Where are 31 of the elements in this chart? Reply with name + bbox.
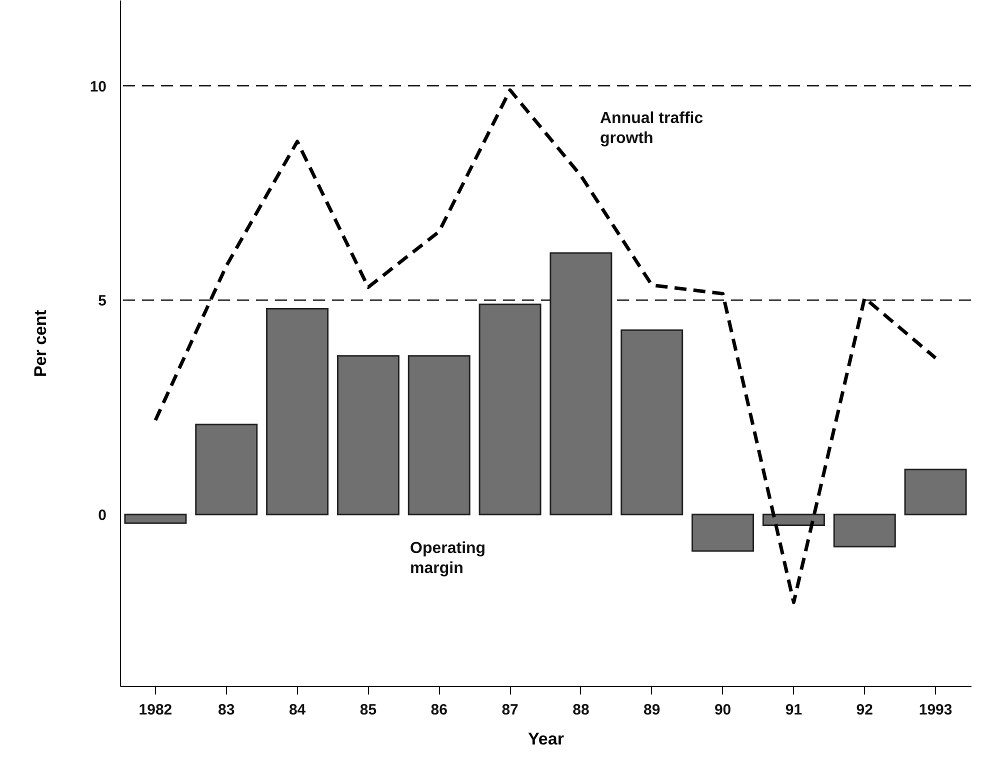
x-axis-title: Year (528, 730, 564, 748)
x-tick-label: 1982 (138, 702, 172, 718)
bar (692, 514, 754, 552)
x-tick-label: 83 (218, 702, 235, 718)
y-axis-title: Per cent (30, 310, 50, 378)
x-tick-label: 85 (360, 702, 377, 718)
x-tick-label: 90 (714, 702, 732, 718)
bar (550, 252, 612, 516)
y-tick-label: 5 (98, 292, 106, 310)
x-tick-label: 89 (644, 702, 660, 718)
bar (266, 308, 329, 516)
x-tick-label: 87 (502, 702, 518, 718)
bar (478, 304, 542, 516)
text: Annual traffic growth (600, 110, 704, 147)
bar (904, 468, 967, 516)
bar (195, 424, 258, 516)
x-tick-label: 86 (430, 702, 448, 718)
bar (124, 514, 187, 524)
y-tick-label: 10 (90, 78, 106, 96)
bar (620, 329, 684, 516)
x-tick-label: 1993 (918, 702, 952, 718)
bar (336, 355, 400, 516)
bar (762, 514, 825, 526)
series-label: Operating margin (410, 540, 486, 577)
x-tick-label: 91 (785, 702, 802, 718)
bar (833, 514, 896, 548)
bar (408, 355, 470, 516)
y-tick-label: 0 (98, 507, 106, 524)
x-tick-label: 92 (856, 702, 873, 718)
x-tick-label: 84 (288, 702, 306, 718)
x-tick-label: 88 (572, 702, 590, 718)
